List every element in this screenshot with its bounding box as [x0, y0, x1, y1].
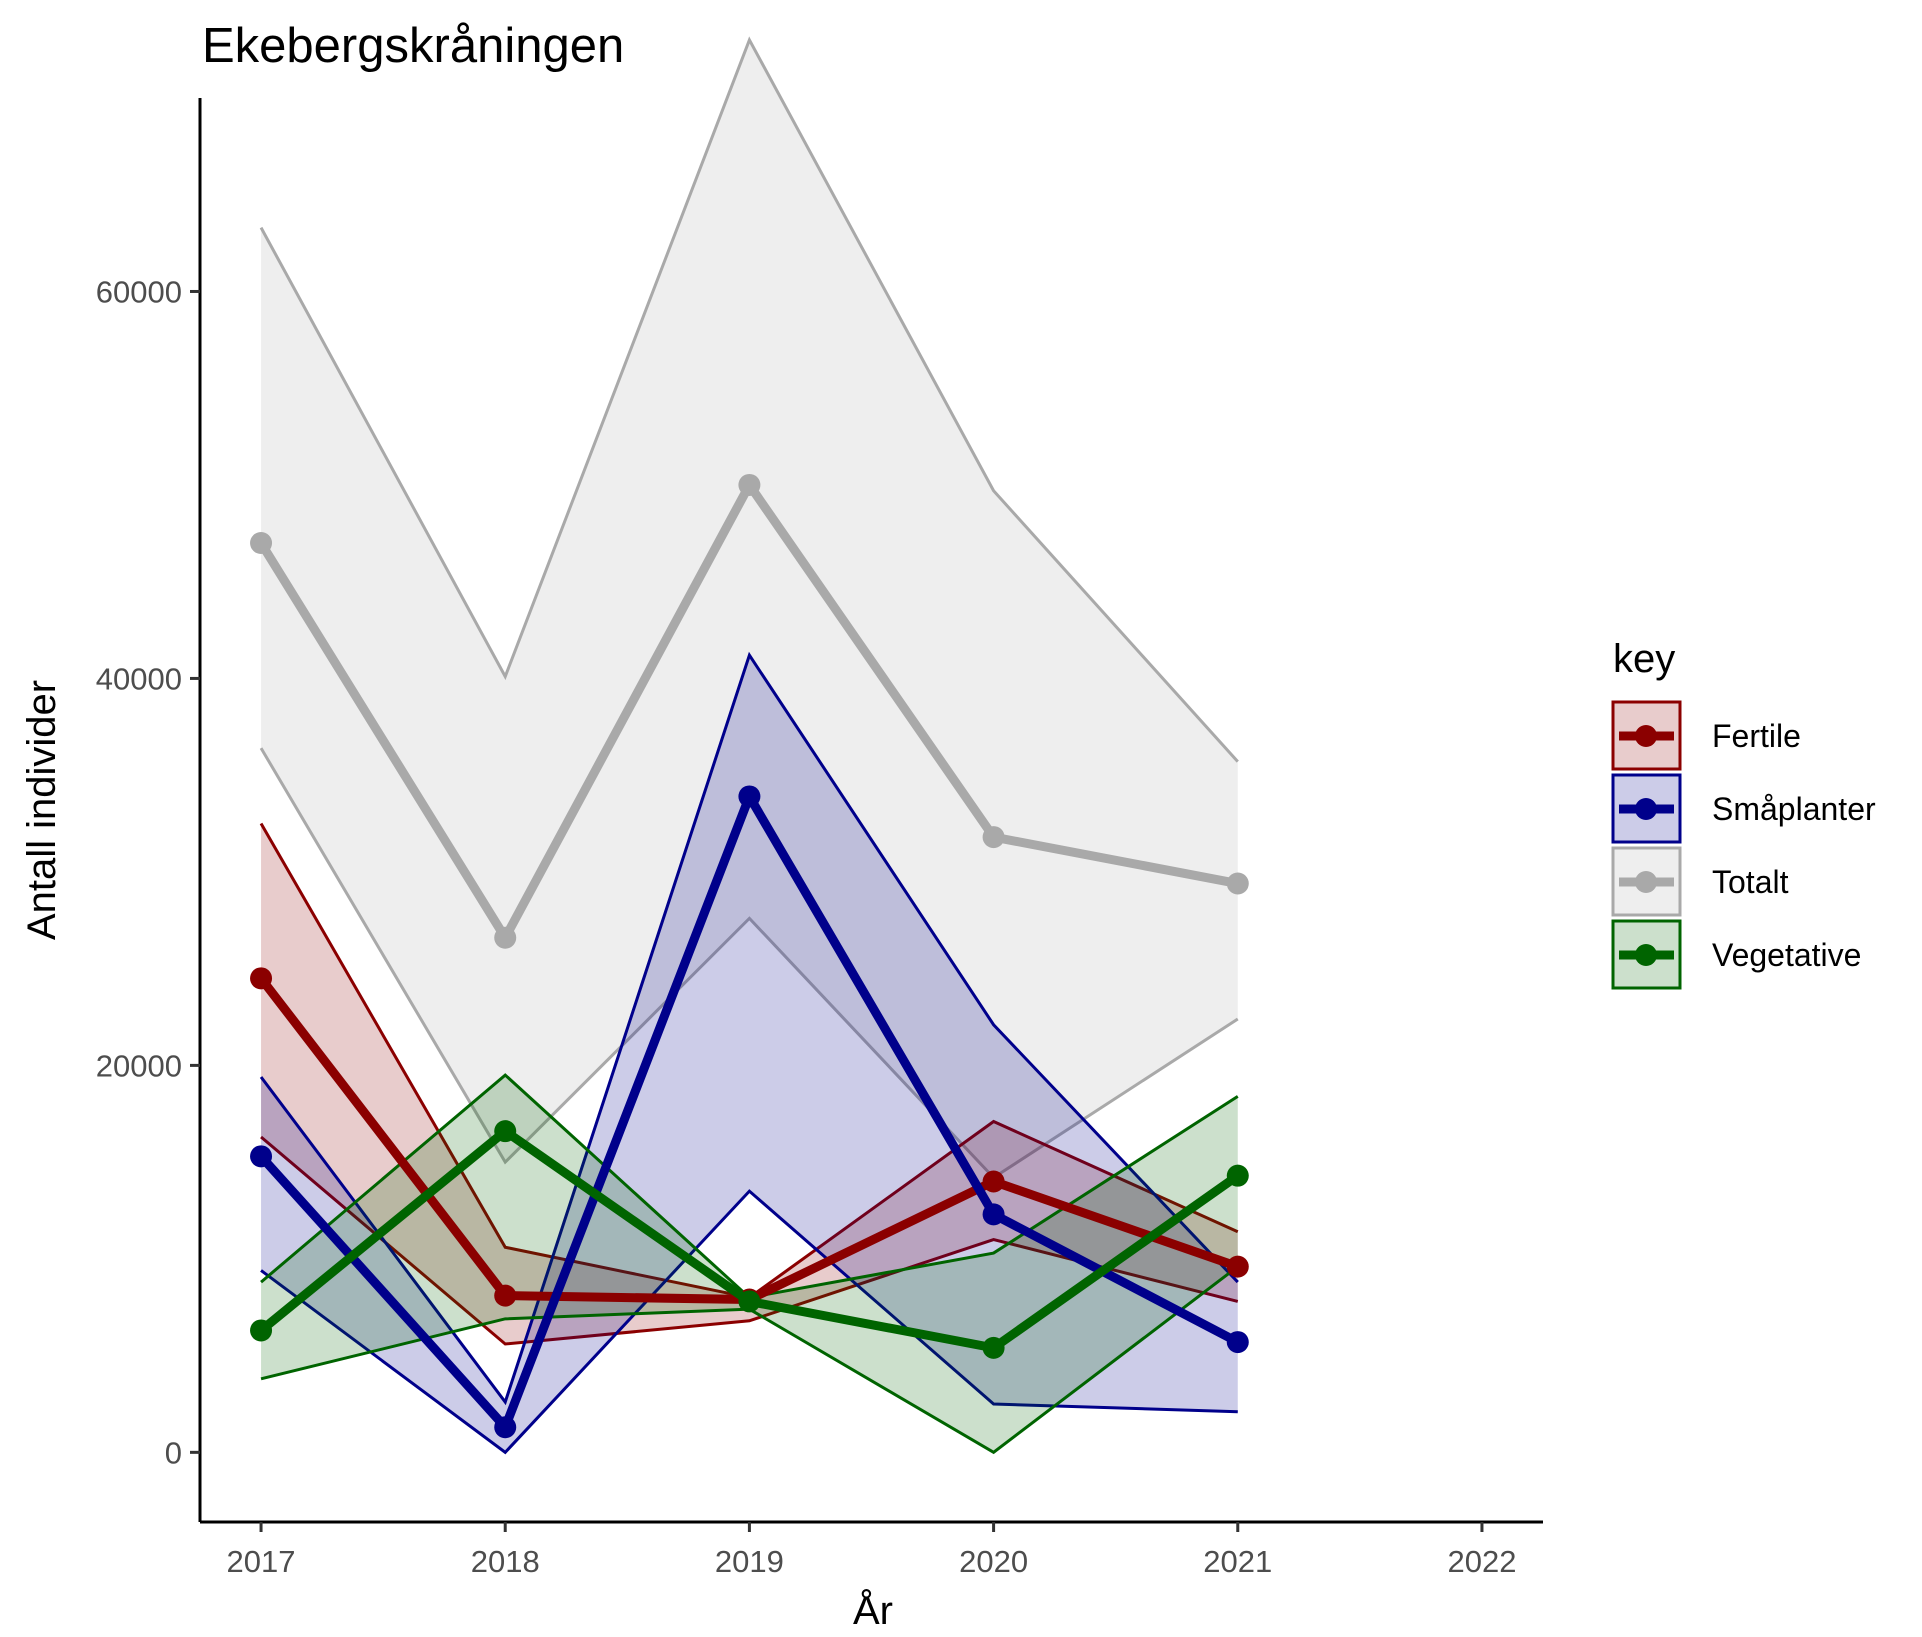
- totalt-point-2018: [494, 926, 517, 949]
- chart-title: Ekebergskråningen: [202, 19, 624, 73]
- x-axis-ticks: 2017 2018 2019 2020 2021 2022: [227, 1522, 1516, 1579]
- y-tick-label: 40000: [96, 661, 182, 696]
- y-tick-label: 20000: [96, 1048, 182, 1083]
- fertile-point-2018: [494, 1284, 517, 1307]
- smaplanter-point-2020: [982, 1203, 1005, 1226]
- legend-key-point-fertile: [1635, 725, 1657, 747]
- vegetative-point-2019: [738, 1290, 761, 1313]
- totalt-point-2021: [1226, 872, 1249, 895]
- vegetative-point-2017: [250, 1319, 273, 1342]
- smaplanter-upper-bound-line: [259, 651, 1239, 1406]
- x-tick-label: 2017: [227, 1544, 296, 1579]
- totalt-point-2019: [738, 473, 761, 496]
- totalt-ribbon: [261, 39, 1238, 1178]
- legend-label-smaplanter: Småplanter: [1712, 791, 1876, 827]
- legend-key-point-smaplanter: [1635, 798, 1657, 820]
- x-tick-label: 2018: [471, 1544, 540, 1579]
- x-tick-label: 2019: [715, 1544, 784, 1579]
- legend-label-totalt: Totalt: [1712, 864, 1789, 900]
- totalt-upper-bound-line: [259, 36, 1239, 763]
- fertile-point-2021: [1226, 1255, 1249, 1278]
- legend: Fertile Småplanter Totalt Vegetative: [1611, 700, 1876, 990]
- totalt-point-2020: [982, 826, 1005, 849]
- x-tick-label: 2020: [959, 1544, 1028, 1579]
- legend-label-fertile: Fertile: [1712, 718, 1801, 754]
- fertile-point-2017: [250, 967, 273, 990]
- y-tick-label: 0: [165, 1435, 182, 1470]
- totalt-lower-bound-line: [259, 747, 1239, 1180]
- x-axis-title: År: [853, 1588, 893, 1633]
- ribbons-layer: [259, 36, 1239, 1455]
- lines-layer: [250, 473, 1249, 1439]
- vegetative-point-2021: [1226, 1164, 1249, 1187]
- y-tick-label: 60000: [96, 274, 182, 309]
- legend-key-point-totalt: [1635, 871, 1657, 893]
- legend-title: key: [1613, 637, 1675, 681]
- smaplanter-point-2017: [250, 1145, 273, 1168]
- vegetative-point-2018: [494, 1120, 517, 1143]
- smaplanter-lower-bound-line: [260, 1189, 1238, 1455]
- fertile-point-2020: [982, 1170, 1005, 1193]
- legend-label-vegetative: Vegetative: [1712, 937, 1861, 973]
- y-axis-title: Antall individer: [20, 680, 64, 940]
- x-tick-label: 2021: [1203, 1544, 1272, 1579]
- smaplanter-point-2019: [738, 785, 761, 808]
- legend-key-point-vegetative: [1635, 944, 1657, 966]
- smaplanter-point-2018: [494, 1416, 517, 1439]
- vegetative-point-2020: [982, 1336, 1005, 1359]
- totalt-point-2017: [250, 532, 273, 554]
- x-tick-label: 2022: [1447, 1544, 1516, 1579]
- smaplanter-point-2021: [1226, 1331, 1249, 1354]
- y-axis-ticks: 0 20000 40000 60000: [96, 274, 200, 1470]
